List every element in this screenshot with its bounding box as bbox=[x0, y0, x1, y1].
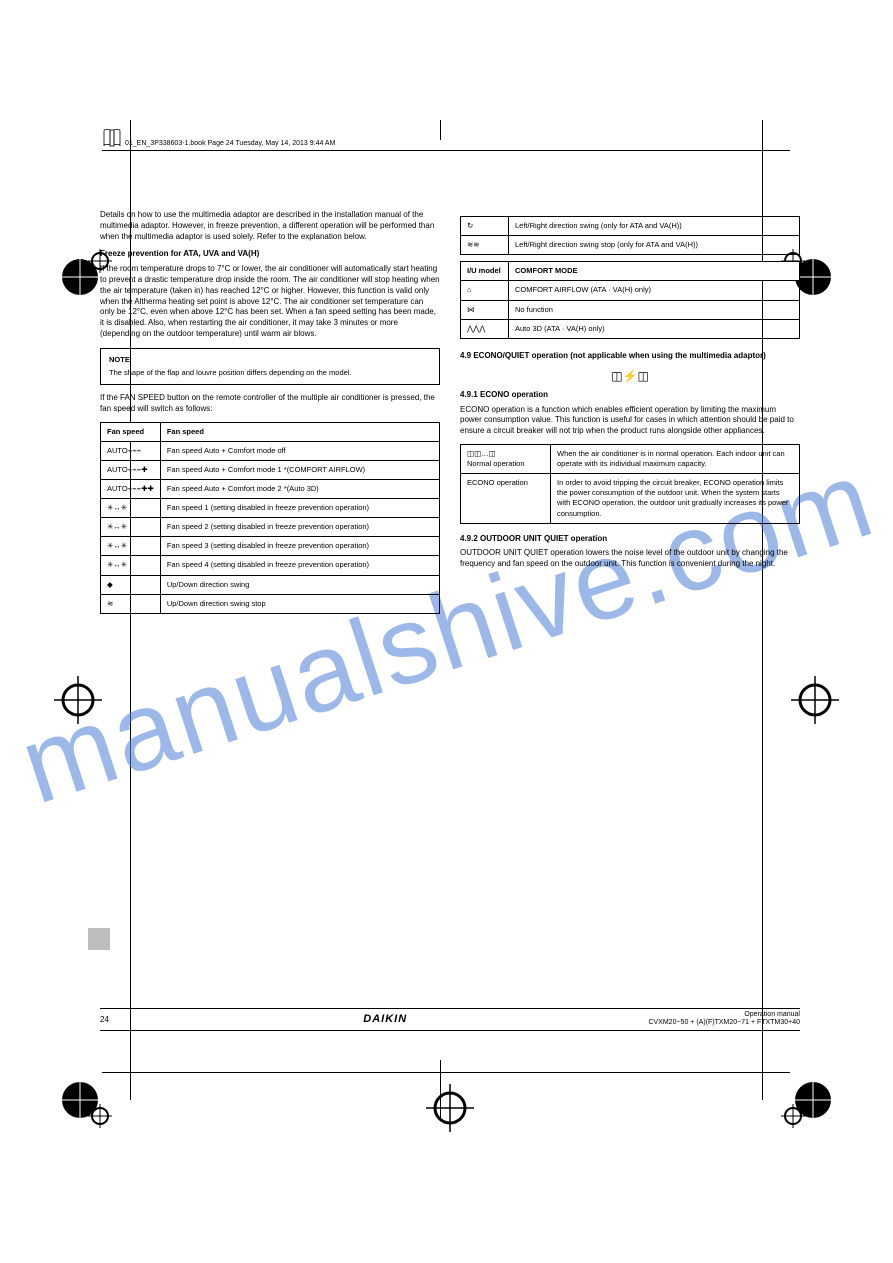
comfort-airflow-icon: ⌂ bbox=[461, 281, 509, 300]
cell-text: Left/Right direction swing (only for ATA… bbox=[509, 217, 800, 236]
table-header: I/U model bbox=[461, 262, 509, 281]
cell-label: Normal operation bbox=[467, 459, 544, 469]
cell-text: Up/Down direction swing bbox=[160, 575, 439, 594]
subsection-heading: 4.9.2 OUTDOOR UNIT QUIET operation bbox=[460, 534, 800, 545]
normal-op-icon: ◫◫…◫ bbox=[467, 449, 544, 459]
fan-mode-icon: ✳↔✳ bbox=[101, 556, 161, 575]
body-text: If the room temperature drops to 7°C or … bbox=[100, 264, 440, 340]
table-header: Fan speed bbox=[101, 422, 161, 441]
table-row: ✳↔✳Fan speed 3 (setting disabled in free… bbox=[101, 537, 440, 556]
cell-label: ECONO operation bbox=[467, 478, 544, 488]
reg-mark-icon bbox=[58, 1078, 118, 1138]
table-row: ◆Up/Down direction swing bbox=[101, 575, 440, 594]
crop-line bbox=[440, 120, 441, 140]
table-row: AUTO⌁⌁⌁Fan speed Auto + Comfort mode off bbox=[101, 441, 440, 460]
econo-quiet-icon: ◫⚡◫ bbox=[460, 368, 800, 384]
note-block: NOTE The shape of the flap and louvre po… bbox=[100, 348, 440, 385]
note-title: NOTE bbox=[109, 355, 431, 365]
table-row: ⋈No function bbox=[461, 300, 800, 319]
cell-text: Fan speed 2 (setting disabled in freeze … bbox=[160, 518, 439, 537]
auto-3d-icon: ⋀⋀⋀ bbox=[461, 319, 509, 338]
table-header: Fan speed bbox=[160, 422, 439, 441]
fan-mode-icon: ✳↔✳ bbox=[101, 499, 161, 518]
doc-code: CVXM20~50 + (A)(F)TXM20~71 + FTXTM30+40 bbox=[648, 1019, 800, 1027]
cell-text: Left/Right direction swing stop (only fo… bbox=[509, 236, 800, 255]
cell-text: Fan speed 3 (setting disabled in freeze … bbox=[160, 537, 439, 556]
subheading: Freeze prevention for ATA, UVA and VA(H) bbox=[100, 249, 440, 260]
swing-lr-stop-icon: ≋≋ bbox=[461, 236, 509, 255]
cell-text: COMFORT AIRFLOW (ATA · VA(H) only) bbox=[509, 281, 800, 300]
cell-text: In order to avoid tripping the circuit b… bbox=[551, 474, 800, 524]
no-function-icon: ⋈ bbox=[461, 300, 509, 319]
fan-mode-icon: AUTO⌁⌁⌁ bbox=[101, 441, 161, 460]
page-header-filename: 01_EN_3P338603-1.book Page 24 Tuesday, M… bbox=[125, 140, 335, 147]
page-number: 24 bbox=[100, 1015, 122, 1024]
cell-text: Fan speed Auto + Comfort mode off bbox=[160, 441, 439, 460]
right-column: ↻Left/Right direction swing (only for AT… bbox=[460, 210, 800, 620]
fan-mode-icon: AUTO⌁⌁⌁✚✚ bbox=[101, 479, 161, 498]
table-row: ✳↔✳Fan speed 2 (setting disabled in free… bbox=[101, 518, 440, 537]
crop-line bbox=[102, 1072, 790, 1073]
reg-mark-icon bbox=[775, 1078, 835, 1138]
table-row: ECONO operation In order to avoid trippi… bbox=[461, 474, 800, 524]
cell-text: No function bbox=[509, 300, 800, 319]
swing-table: ↻Left/Right direction swing (only for AT… bbox=[460, 216, 800, 255]
cell-text: Fan speed 4 (setting disabled in freeze … bbox=[160, 556, 439, 575]
left-column: Details on how to use the multimedia ada… bbox=[100, 210, 440, 620]
cell-text: Auto 3D (ATA · VA(H) only) bbox=[509, 319, 800, 338]
table-row: AUTO⌁⌁⌁✚Fan speed Auto + Comfort mode 1 … bbox=[101, 460, 440, 479]
table-row: ◫◫…◫ Normal operation When the air condi… bbox=[461, 444, 800, 473]
note-body: The shape of the flap and louvre positio… bbox=[109, 368, 431, 378]
table-row: ⌂COMFORT AIRFLOW (ATA · VA(H) only) bbox=[461, 281, 800, 300]
reg-mark-icon bbox=[785, 670, 845, 730]
body-text: ECONO operation is a function which enab… bbox=[460, 405, 800, 437]
swing-stop-icon: ≋ bbox=[101, 594, 161, 613]
swing-lr-icon: ↻ bbox=[461, 217, 509, 236]
swing-icon: ◆ bbox=[101, 575, 161, 594]
table-row: ≋Up/Down direction swing stop bbox=[101, 594, 440, 613]
cell-text: When the air conditioner is in normal op… bbox=[551, 444, 800, 473]
table-row: AUTO⌁⌁⌁✚✚Fan speed Auto + Comfort mode 2… bbox=[101, 479, 440, 498]
table-header: COMFORT MODE bbox=[509, 262, 800, 281]
cell-text: Fan speed Auto + Comfort mode 2 *(Auto 3… bbox=[160, 479, 439, 498]
fan-mode-icon: AUTO⌁⌁⌁✚ bbox=[101, 460, 161, 479]
cell-text: Fan speed Auto + Comfort mode 1 *(COMFOR… bbox=[160, 460, 439, 479]
fan-speed-table: Fan speed Fan speed AUTO⌁⌁⌁Fan speed Aut… bbox=[100, 422, 440, 614]
table-row: ✳↔✳Fan speed 4 (setting disabled in free… bbox=[101, 556, 440, 575]
reg-mark-icon bbox=[48, 670, 108, 730]
body-text: OUTDOOR UNIT QUIET operation lowers the … bbox=[460, 548, 800, 570]
section-heading: 4.9 ECONO/QUIET operation (not applicabl… bbox=[460, 351, 800, 362]
book-icon bbox=[102, 128, 124, 153]
crop-line bbox=[102, 150, 790, 151]
fan-mode-icon: ✳↔✳ bbox=[101, 518, 161, 537]
comfort-mode-table: I/U model COMFORT MODE ⌂COMFORT AIRFLOW … bbox=[460, 261, 800, 339]
cell-text: Fan speed 1 (setting disabled in freeze … bbox=[160, 499, 439, 518]
body-text: Details on how to use the multimedia ada… bbox=[100, 210, 440, 242]
cell-text: Up/Down direction swing stop bbox=[160, 594, 439, 613]
reg-mark-icon bbox=[420, 1078, 480, 1138]
footer-bar: 24 DAIKIN Operation manual CVXM20~50 + (… bbox=[100, 1008, 800, 1031]
table-row: ✳↔✳Fan speed 1 (setting disabled in free… bbox=[101, 499, 440, 518]
table-row: ⋀⋀⋀Auto 3D (ATA · VA(H) only) bbox=[461, 319, 800, 338]
table-row: ↻Left/Right direction swing (only for AT… bbox=[461, 217, 800, 236]
subsection-heading: 4.9.1 ECONO operation bbox=[460, 390, 800, 401]
crop-line bbox=[440, 1060, 441, 1120]
table-row: ≋≋Left/Right direction swing stop (only … bbox=[461, 236, 800, 255]
page-content: Details on how to use the multimedia ada… bbox=[100, 210, 800, 620]
doc-title: Operation manual bbox=[648, 1011, 800, 1019]
brand-logo-text: DAIKIN bbox=[122, 1013, 648, 1025]
page-tab-marker bbox=[88, 928, 110, 950]
econo-table: ◫◫…◫ Normal operation When the air condi… bbox=[460, 444, 800, 524]
body-text: If the FAN SPEED button on the remote co… bbox=[100, 393, 440, 415]
fan-mode-icon: ✳↔✳ bbox=[101, 537, 161, 556]
